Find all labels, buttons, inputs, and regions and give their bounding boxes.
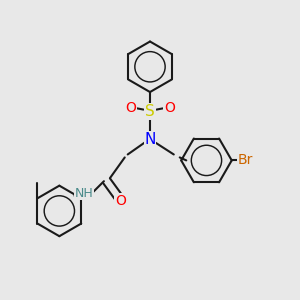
Text: N: N <box>144 132 156 147</box>
Text: NH: NH <box>74 187 93 200</box>
Text: Br: Br <box>237 153 253 167</box>
Text: O: O <box>125 101 136 116</box>
Text: S: S <box>145 104 155 119</box>
Text: O: O <box>115 194 126 208</box>
Text: O: O <box>164 101 175 116</box>
